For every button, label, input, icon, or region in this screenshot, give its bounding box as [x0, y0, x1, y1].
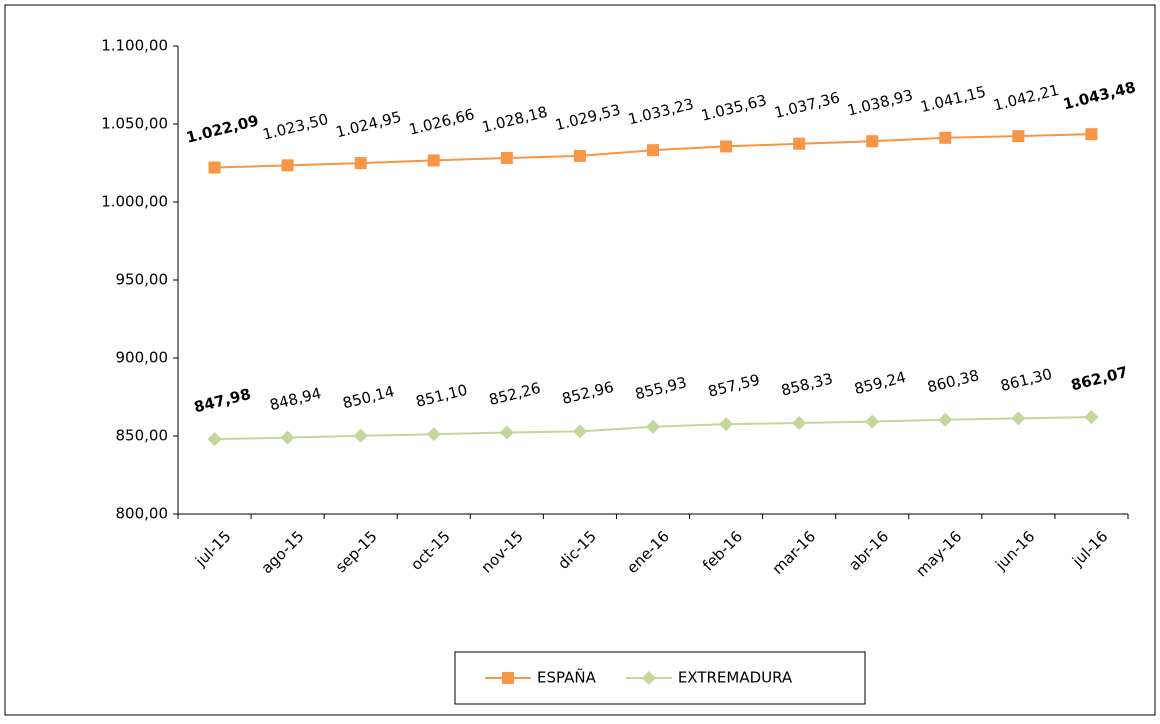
data-point	[719, 417, 734, 432]
data-point	[720, 140, 733, 153]
legend-marker	[641, 671, 656, 685]
data-point	[280, 430, 295, 445]
data-point	[573, 149, 586, 162]
y-tick-label: 900,00	[116, 349, 169, 367]
data-point	[1084, 410, 1099, 425]
data-point	[1011, 411, 1026, 426]
data-point	[427, 154, 440, 167]
data-point	[207, 432, 222, 447]
data-point	[572, 424, 587, 439]
legend-label: ESPAÑA	[537, 668, 597, 687]
data-point	[1012, 130, 1025, 143]
data-point	[1085, 128, 1098, 141]
data-point	[938, 412, 953, 427]
data-point	[500, 152, 513, 165]
y-tick-label: 850,00	[116, 427, 169, 445]
data-point	[354, 157, 367, 170]
legend-marker	[502, 672, 514, 684]
data-point	[866, 135, 879, 148]
y-tick-label: 800,00	[116, 505, 169, 523]
data-point	[646, 419, 660, 434]
data-point	[647, 144, 659, 157]
data-point	[281, 159, 294, 172]
data-point	[939, 131, 952, 144]
y-tick-label: 1.050,00	[101, 115, 168, 133]
data-point	[499, 425, 514, 440]
y-tick-label: 1.000,00	[101, 193, 168, 211]
y-tick-label: 1.100,00	[101, 37, 168, 55]
y-tick-label: 950,00	[116, 271, 169, 289]
legend-label: EXTREMADURA	[678, 669, 793, 687]
data-point	[865, 414, 880, 429]
chart-border	[4, 4, 1156, 716]
data-point	[426, 427, 441, 442]
data-point	[208, 161, 221, 174]
data-point	[792, 416, 807, 431]
data-point	[793, 137, 806, 150]
data-point	[353, 428, 368, 443]
